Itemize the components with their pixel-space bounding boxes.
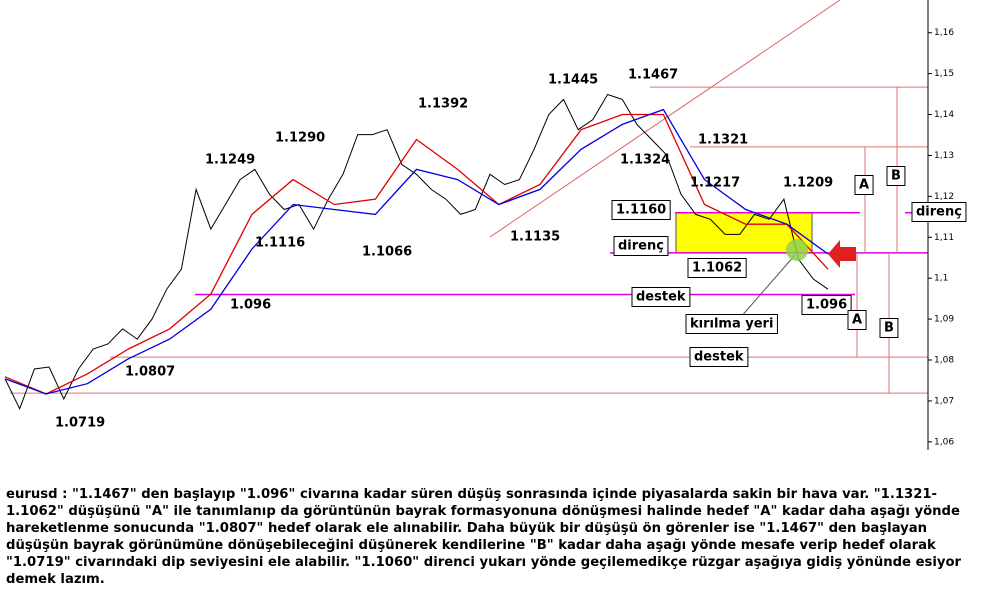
description: eurusd : "1.1467" den başlayıp "1.096" c… xyxy=(6,487,962,587)
boxed-label: direnç xyxy=(916,205,962,220)
y-tick-label: 1,15 xyxy=(934,69,954,79)
boxed-label: B xyxy=(884,321,894,336)
boxed-label: direnç xyxy=(618,239,664,254)
price-label: 1.1321 xyxy=(698,133,748,148)
boxed-label: A xyxy=(859,178,869,193)
price-label: 1.1217 xyxy=(690,176,740,191)
label-box xyxy=(886,166,906,186)
y-tick-label: 1,06 xyxy=(934,437,954,447)
label-box xyxy=(631,287,691,307)
price-label: 1.1116 xyxy=(255,236,305,251)
price-label: 1.1445 xyxy=(548,73,598,88)
price-label: 1.1135 xyxy=(510,230,560,245)
price-label: 1.1324 xyxy=(620,153,670,168)
price-label: 1.1467 xyxy=(628,68,678,83)
label-box xyxy=(847,310,867,330)
moving-average xyxy=(4,113,829,395)
label-box xyxy=(687,258,747,278)
label-box xyxy=(611,200,671,220)
boxed-label: destek xyxy=(636,290,686,305)
label-box xyxy=(879,318,899,338)
y-tick-label: 1,11 xyxy=(934,233,954,243)
label-box xyxy=(911,202,967,222)
label-box xyxy=(854,175,874,195)
price-label: 1.1249 xyxy=(205,153,255,168)
breakout-marker xyxy=(786,239,808,261)
price-label: 1.0719 xyxy=(55,416,105,431)
boxed-label: kırılma yeri xyxy=(690,317,773,332)
y-tick-label: 1,08 xyxy=(934,356,954,366)
price-label: 1.1209 xyxy=(783,176,833,191)
price-label: 1.096 xyxy=(230,298,271,313)
label-box xyxy=(689,347,749,367)
boxed-label: destek xyxy=(694,350,744,365)
boxed-label: 1.1160 xyxy=(616,203,666,218)
y-tick-label: 1,14 xyxy=(934,110,954,120)
price-label: 1.1392 xyxy=(418,97,468,112)
y-tick-label: 1,1 xyxy=(934,274,948,284)
moving-average xyxy=(4,108,829,395)
y-tick-label: 1,12 xyxy=(934,192,954,202)
boxed-label: B xyxy=(891,169,901,184)
label-box xyxy=(613,236,669,256)
price-label: 1.1290 xyxy=(275,131,325,146)
y-tick-label: 1,07 xyxy=(934,396,954,406)
boxed-label: A xyxy=(852,313,862,328)
price-label: 1.1066 xyxy=(362,245,412,260)
pointer-line xyxy=(739,254,796,319)
y-tick-label: 1,16 xyxy=(934,28,954,38)
boxed-label: 1.096 xyxy=(806,298,847,313)
y-tick-label: 1,09 xyxy=(934,315,954,325)
price-label: 1.0807 xyxy=(125,365,175,380)
chart: 1,06 1,07 1,08 1,09 1,1 1,11 1,12 1,13 1,14 1,15 1… xyxy=(4,0,967,450)
price-line xyxy=(4,93,829,410)
label-box xyxy=(801,295,852,315)
arrow xyxy=(828,240,856,268)
y-tick-label: 1,13 xyxy=(934,151,954,161)
label-box xyxy=(685,314,778,334)
boxed-label: 1.1062 xyxy=(692,261,742,276)
